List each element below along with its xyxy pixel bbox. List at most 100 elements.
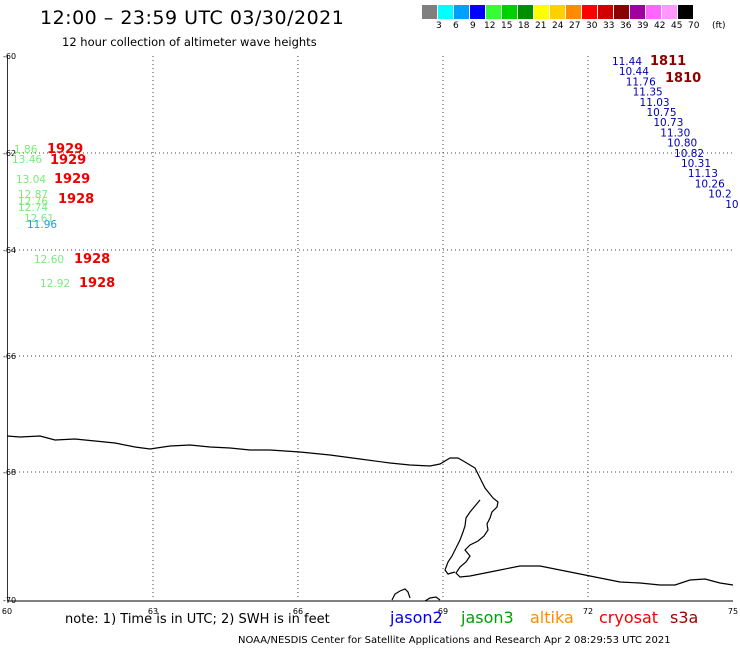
page-subtitle: 12 hour collection of altimeter wave hei… [62, 35, 317, 49]
satellite-legend-s3a: s3a [670, 608, 699, 627]
legend-swatch-15 [486, 5, 502, 19]
legend-swatch-3 [422, 5, 438, 19]
coastline-main [6, 435, 734, 586]
wave-height-reading: 10.44 [619, 66, 649, 78]
legend-label: 21 [535, 21, 547, 31]
wave-height-reading: 11.76 [626, 76, 656, 88]
wave-height-reading: 10.31 [681, 158, 711, 170]
observation-time-label: 1928 [74, 252, 110, 267]
legend-swatch-12 [470, 5, 486, 19]
page-title: 12:00 – 23:59 UTC 03/30/2021 [40, 7, 345, 29]
wave-height-reading: 12.92 [40, 278, 70, 290]
legend-unit: (ft) [712, 21, 726, 31]
legend-label: 9 [470, 21, 476, 31]
legend-swatch-70 [662, 5, 678, 19]
observation-time-label: 1929 [54, 172, 90, 187]
footer-note: note: 1) Time is in UTC; 2) SWH is in fe… [65, 612, 330, 627]
wave-height-reading: 11.03 [640, 97, 670, 109]
wave-height-reading: 10 [725, 199, 738, 211]
wave-height-reading: 11.44 [612, 56, 642, 68]
legend-label: 6 [453, 21, 459, 31]
antarctic-coastline [6, 435, 734, 602]
legend-swatch-27 [550, 5, 566, 19]
observation-time-label: 1810 [665, 71, 701, 86]
observations-west-track: 1.8613.4613.0412.8712.7612.7412.6111.961… [12, 142, 115, 291]
legend-swatch-24 [534, 5, 550, 19]
legend-label: 70 [688, 21, 700, 31]
wave-height-reading: 11.13 [688, 168, 718, 180]
observation-time-label: 1928 [79, 276, 115, 291]
observation-time-label: 1929 [47, 142, 83, 157]
longitude-label: 66 [293, 607, 303, 616]
wave-height-reading: 13.46 [12, 154, 42, 166]
satellite-legend-cryosat: cryosat [599, 608, 659, 627]
legend-swatch-33 [582, 5, 598, 19]
wave-height-reading: 12.74 [18, 202, 48, 214]
credit-line: NOAA/NESDIS Center for Satellite Applica… [238, 635, 671, 646]
legend-label: 45 [671, 21, 683, 31]
satellite-legend-jason2: jason2 [390, 608, 443, 627]
wave-height-reading: 12.76 [18, 196, 48, 208]
legend-swatch-30 [566, 5, 582, 19]
legend-swatch-42 [630, 5, 646, 19]
coastline-island [391, 588, 411, 601]
map-area [7, 55, 735, 601]
legend-label: 42 [654, 21, 666, 31]
legend-label: 15 [501, 21, 513, 31]
latitude-label: -66 [3, 352, 16, 361]
latitude-label: -60 [3, 52, 16, 61]
wave-height-reading: 10.2 [708, 189, 731, 201]
satellite-legend-altika: altika [530, 608, 574, 627]
latitude-label: -62 [3, 149, 16, 158]
wave-height-reading: 12.87 [18, 189, 48, 201]
wave-height-reading: 10.75 [646, 107, 676, 119]
legend-swatch-9 [454, 5, 470, 19]
legend-swatch-21 [518, 5, 534, 19]
wave-height-reading: 11.30 [660, 127, 690, 139]
legend-label: 33 [603, 21, 615, 31]
satellite-legend-jason3: jason3 [461, 608, 514, 627]
longitude-label: 63 [148, 607, 158, 616]
legend-swatch-18 [502, 5, 518, 19]
legend-label: 30 [586, 21, 598, 31]
latitude-label: -68 [3, 468, 16, 477]
coastline-bay [424, 596, 441, 602]
wave-height-reading: 12.60 [34, 254, 64, 266]
legend-label: 3 [436, 21, 442, 31]
latitude-label: -64 [3, 246, 16, 255]
longitude-label: 75 [728, 607, 738, 616]
legend-label: 39 [637, 21, 649, 31]
observation-time-label: 1928 [58, 192, 94, 207]
wave-height-reading: 10.73 [653, 117, 683, 129]
wave-height-reading: 10.80 [667, 138, 697, 150]
observations-east-track: 11.4410.4411.7611.3511.0310.7510.7311.30… [612, 54, 739, 211]
longitude-label: 69 [438, 607, 448, 616]
legend-swatch-6 [438, 5, 454, 19]
wave-height-reading: 11.35 [633, 87, 663, 99]
legend-label: 18 [518, 21, 530, 31]
longitude-label: 72 [583, 607, 593, 616]
wave-height-reading: 10.82 [674, 148, 704, 160]
color-scale-legend [422, 5, 694, 19]
legend-swatch-45 [646, 5, 662, 19]
observation-time-label: 1811 [650, 54, 686, 69]
wave-height-reading: 1.86 [14, 144, 38, 156]
legend-label: 24 [552, 21, 564, 31]
legend-label: 27 [569, 21, 581, 31]
legend-label: 12 [484, 21, 496, 31]
wave-height-reading: 13.04 [16, 174, 46, 186]
observation-time-label: 1929 [50, 153, 86, 168]
wave-height-reading: 12.61 [24, 213, 54, 225]
coastline-inlet [444, 499, 481, 575]
legend-swatch-36 [598, 5, 614, 19]
wave-height-reading: 10.26 [695, 178, 725, 190]
legend-label: 36 [620, 21, 632, 31]
wave-height-reading: 11.96 [27, 219, 57, 231]
legend-swatch-39 [614, 5, 630, 19]
longitude-label: 60 [2, 607, 12, 616]
color-scale-labels: 3 6 9 12 15 18 21 24 27 30 33 36 39 42 45 70 (ft) [422, 21, 740, 33]
legend-swatch-max [678, 5, 694, 19]
